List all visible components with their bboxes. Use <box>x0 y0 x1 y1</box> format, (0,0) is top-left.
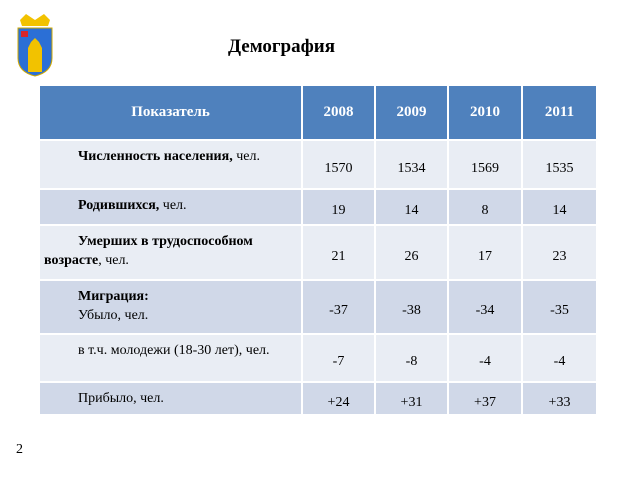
value-cell: 17 <box>449 226 523 281</box>
label-text: в т.ч. молодежи (18-30 лет), чел. <box>78 343 270 358</box>
value-cell: 1534 <box>376 141 449 190</box>
value-cell: 21 <box>303 226 376 281</box>
label-line: Родившихся, чел. <box>44 196 295 215</box>
value-cell: 23 <box>523 226 598 281</box>
value-cell: +37 <box>449 383 523 416</box>
value-cell: +31 <box>376 383 449 416</box>
value-cell: 1569 <box>449 141 523 190</box>
value-cell: -8 <box>376 335 449 383</box>
label-text: чел. <box>232 149 260 164</box>
label-text: Убыло, чел. <box>78 308 149 323</box>
value-cell: +33 <box>523 383 598 416</box>
header-cell: 2011 <box>523 86 598 141</box>
row-label: Прибыло, чел. <box>40 383 303 416</box>
label-text: , чел. <box>98 253 129 268</box>
slide-title: Демография <box>228 36 335 57</box>
value-cell: 8 <box>449 190 523 226</box>
label-line: Умерших в трудоспособном возрасте, чел. <box>44 232 295 270</box>
value-cell: +24 <box>303 383 376 416</box>
value-cell: -4 <box>523 335 598 383</box>
label-text: Численность населения, <box>78 149 233 164</box>
label-text: Прибыло, чел. <box>78 391 164 406</box>
value-cell: 1535 <box>523 141 598 190</box>
value-cell: -37 <box>303 281 376 335</box>
value-cell: -38 <box>376 281 449 335</box>
label-line: в т.ч. молодежи (18-30 лет), чел. <box>44 341 295 360</box>
value-cell: 19 <box>303 190 376 226</box>
header-cell: 2009 <box>376 86 449 141</box>
header-cell: Показатель <box>40 86 303 141</box>
row-label: Миграция: Убыло, чел. <box>40 281 303 335</box>
value-cell: 14 <box>523 190 598 226</box>
row-label: в т.ч. молодежи (18-30 лет), чел. <box>40 335 303 383</box>
value-cell: 26 <box>376 226 449 281</box>
label-line: Прибыло, чел. <box>44 389 295 408</box>
value-cell: -35 <box>523 281 598 335</box>
label-text: чел. <box>159 198 187 213</box>
row-label: Родившихся, чел. <box>40 190 303 226</box>
value-cell: -4 <box>449 335 523 383</box>
header-cell: 2008 <box>303 86 376 141</box>
label-text: Умерших в трудоспособном возрасте <box>44 234 253 268</box>
header-cell: 2010 <box>449 86 523 141</box>
label-text: Миграция: <box>78 289 149 304</box>
value-cell: -7 <box>303 335 376 383</box>
label-line: Миграция: <box>44 287 295 306</box>
coat-of-arms <box>17 14 53 77</box>
row-label: Численность населения, чел. <box>40 141 303 190</box>
row-label: Умерших в трудоспособном возрасте, чел. <box>40 226 303 281</box>
label-line: Численность населения, чел. <box>44 147 295 166</box>
label-text: Родившихся, <box>78 198 160 213</box>
value-cell: 1570 <box>303 141 376 190</box>
page-number: 2 <box>16 442 23 457</box>
label-line: Убыло, чел. <box>44 306 295 325</box>
value-cell: -34 <box>449 281 523 335</box>
value-cell: 14 <box>376 190 449 226</box>
